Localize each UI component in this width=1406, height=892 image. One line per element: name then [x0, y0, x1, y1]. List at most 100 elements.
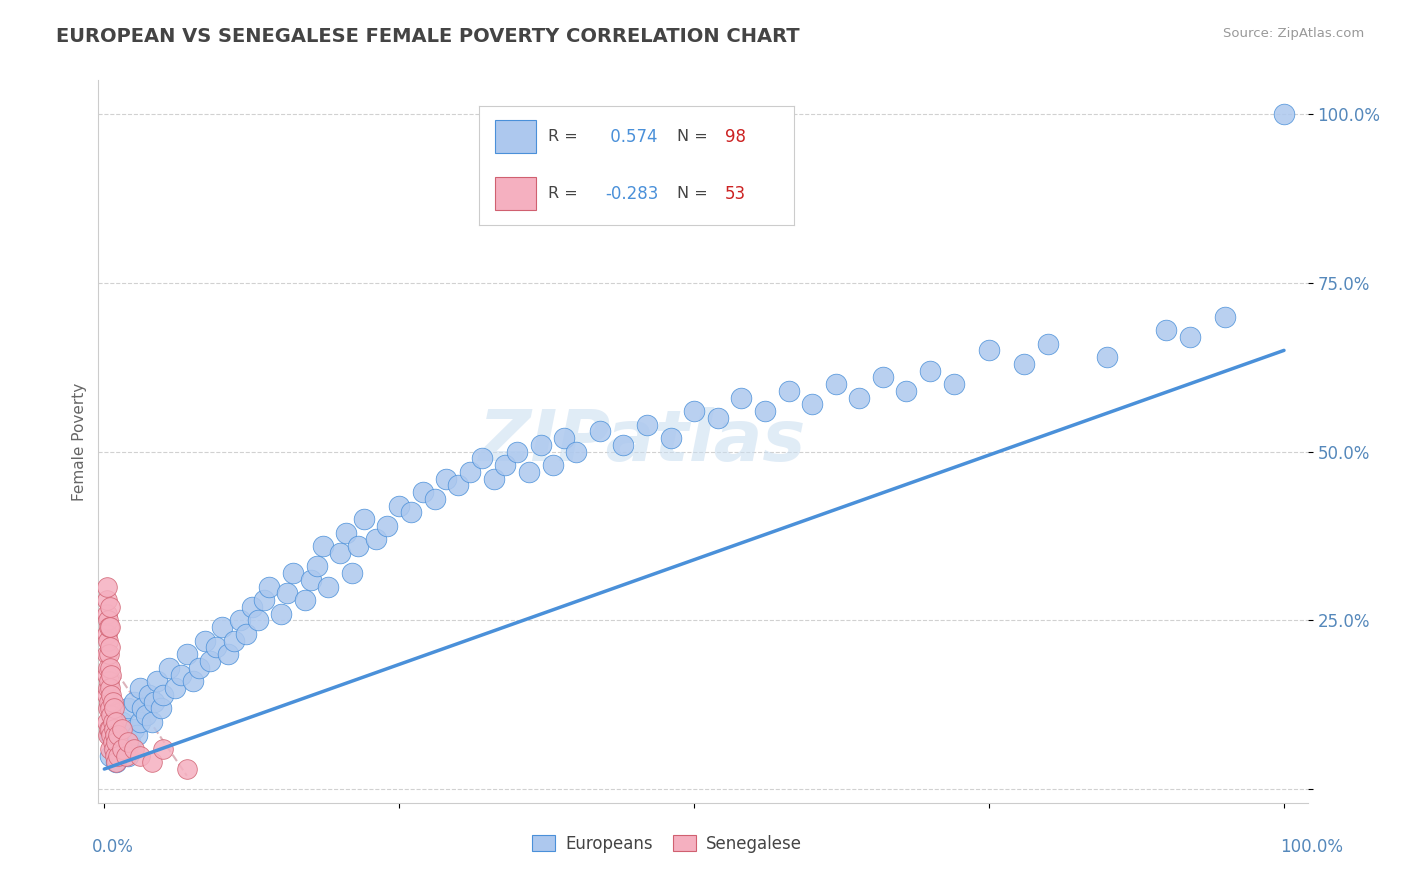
- Point: [117, 701, 139, 715]
- Point: [103, 741, 125, 756]
- Point: [1036, 336, 1059, 351]
- Point: [270, 607, 292, 621]
- Point: [364, 533, 387, 547]
- Point: [96, 667, 118, 681]
- Point: [636, 417, 658, 432]
- Point: [98, 620, 121, 634]
- Point: [100, 728, 122, 742]
- Point: [754, 404, 776, 418]
- Point: [506, 444, 529, 458]
- Point: [152, 688, 174, 702]
- Point: [872, 370, 894, 384]
- Point: [181, 674, 204, 689]
- Point: [122, 722, 145, 736]
- Point: [482, 472, 505, 486]
- Point: [920, 364, 942, 378]
- Point: [98, 741, 121, 756]
- Point: [97, 701, 120, 715]
- Point: [589, 425, 612, 439]
- Point: [100, 688, 122, 702]
- Point: [412, 485, 434, 500]
- Point: [259, 580, 281, 594]
- Point: [1213, 310, 1236, 324]
- Point: [98, 674, 121, 689]
- Point: [114, 728, 136, 742]
- Text: EUROPEAN VS SENEGALESE FEMALE POVERTY CORRELATION CHART: EUROPEAN VS SENEGALESE FEMALE POVERTY CO…: [56, 27, 800, 45]
- Point: [98, 722, 121, 736]
- Point: [683, 404, 706, 418]
- Point: [165, 681, 187, 695]
- Point: [299, 573, 322, 587]
- Point: [107, 748, 129, 763]
- Point: [96, 593, 118, 607]
- Point: [176, 762, 198, 776]
- Point: [107, 728, 129, 742]
- Point: [252, 593, 274, 607]
- Point: [1154, 323, 1177, 337]
- Point: [101, 694, 124, 708]
- Point: [276, 586, 298, 600]
- Point: [194, 633, 217, 648]
- Point: [114, 748, 136, 763]
- Point: [340, 566, 363, 581]
- Point: [1272, 107, 1295, 121]
- Point: [157, 661, 180, 675]
- Point: [111, 722, 134, 736]
- Point: [553, 431, 575, 445]
- Point: [122, 694, 145, 708]
- Point: [103, 701, 125, 715]
- Point: [142, 694, 165, 708]
- Point: [117, 748, 139, 763]
- Point: [100, 667, 122, 681]
- Point: [107, 748, 129, 763]
- Point: [187, 661, 209, 675]
- Point: [128, 681, 150, 695]
- Text: 100.0%: 100.0%: [1279, 838, 1343, 856]
- Point: [98, 647, 121, 661]
- Point: [240, 599, 263, 614]
- Point: [377, 519, 399, 533]
- Point: [96, 607, 118, 621]
- Point: [97, 633, 120, 648]
- Point: [105, 756, 128, 770]
- Point: [471, 451, 494, 466]
- Point: [117, 735, 139, 749]
- Point: [98, 748, 121, 763]
- Text: Source: ZipAtlas.com: Source: ZipAtlas.com: [1223, 27, 1364, 40]
- Point: [347, 539, 370, 553]
- Point: [122, 741, 145, 756]
- Point: [565, 444, 588, 458]
- Point: [318, 580, 340, 594]
- Point: [96, 688, 118, 702]
- Point: [131, 701, 153, 715]
- Point: [96, 714, 118, 729]
- Point: [942, 377, 965, 392]
- Point: [98, 722, 121, 736]
- Point: [335, 525, 357, 540]
- Point: [111, 741, 134, 756]
- Point: [706, 411, 728, 425]
- Point: [141, 756, 163, 770]
- Point: [305, 559, 328, 574]
- Point: [659, 431, 682, 445]
- Point: [98, 620, 121, 634]
- Point: [105, 735, 128, 749]
- Point: [1178, 330, 1201, 344]
- Point: [436, 472, 458, 486]
- Point: [246, 614, 269, 628]
- Point: [141, 714, 163, 729]
- Y-axis label: Female Poverty: Female Poverty: [72, 383, 87, 500]
- Point: [235, 627, 257, 641]
- Point: [848, 391, 870, 405]
- Point: [170, 667, 193, 681]
- Point: [205, 640, 228, 655]
- Point: [423, 491, 446, 506]
- Point: [217, 647, 239, 661]
- Point: [149, 701, 172, 715]
- Point: [98, 728, 121, 742]
- Point: [111, 714, 134, 729]
- Point: [105, 714, 128, 729]
- Point: [281, 566, 304, 581]
- Text: 0.0%: 0.0%: [91, 838, 134, 856]
- Point: [778, 384, 800, 398]
